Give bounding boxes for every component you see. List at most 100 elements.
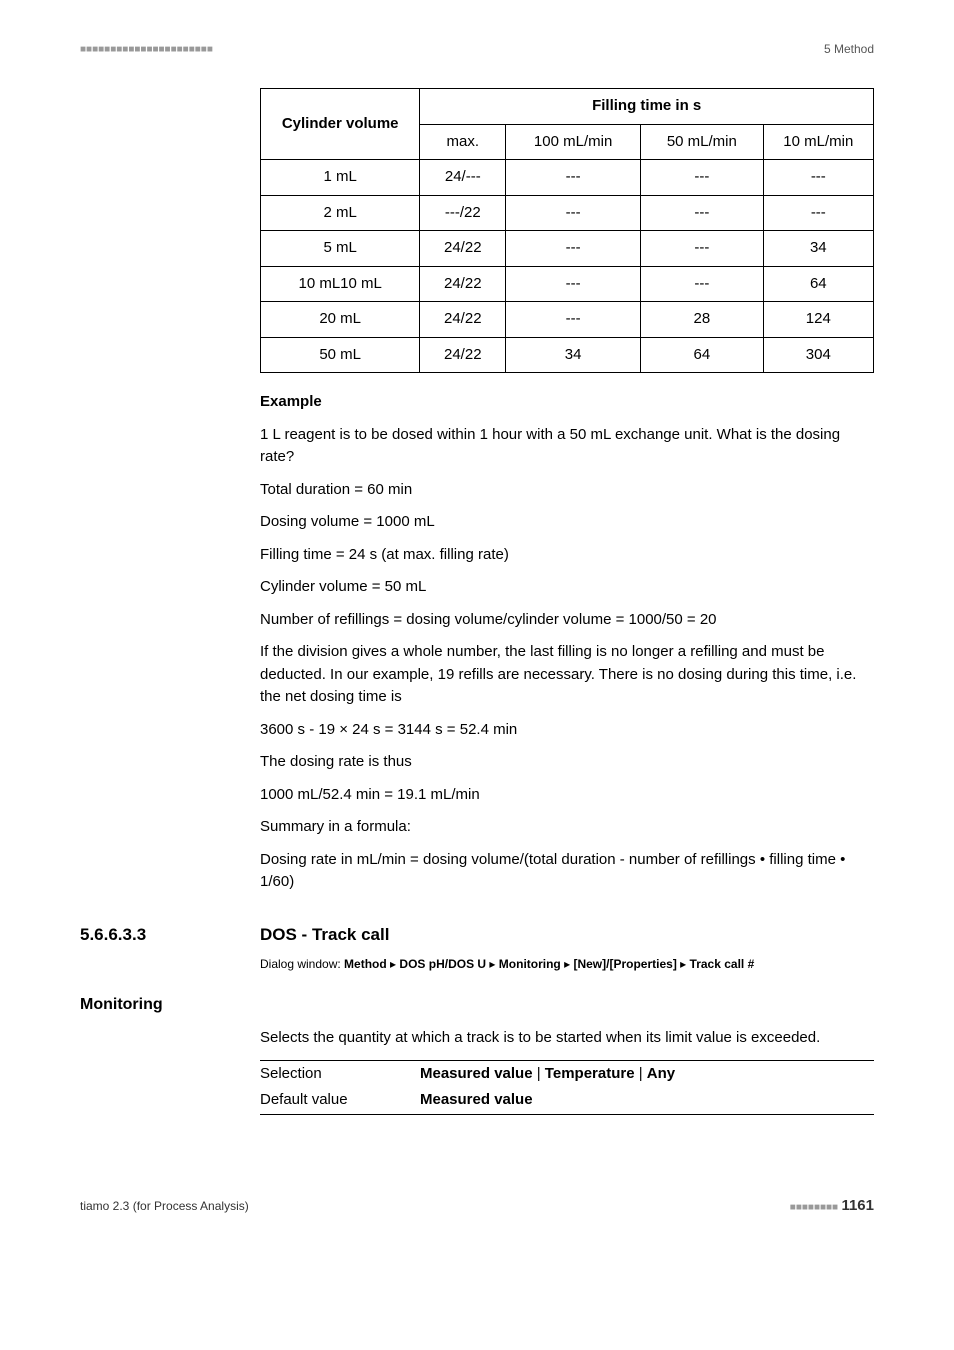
table-row: 1 mL24/------------ bbox=[261, 160, 874, 196]
example-line: Number of refillings = dosing volume/cyl… bbox=[260, 609, 874, 632]
dialog-separator: ▸ bbox=[387, 957, 400, 971]
section-content: Dialog window: Method ▸ DOS pH/DOS U ▸ M… bbox=[260, 955, 874, 973]
table-cell: --- bbox=[506, 231, 641, 267]
sub-header-cell: max. bbox=[420, 124, 506, 160]
sub-header-cell: 100 mL/min bbox=[506, 124, 641, 160]
table-cell: 2 mL bbox=[261, 195, 420, 231]
table-row: 10 mL10 mL24/22------64 bbox=[261, 266, 874, 302]
example-line: Summary in a formula: bbox=[260, 816, 874, 839]
dialog-part: [New]/[Properties] bbox=[573, 957, 676, 971]
table-cell: --- bbox=[641, 160, 764, 196]
example-line: Filling time = 24 s (at max. filling rat… bbox=[260, 544, 874, 567]
table-body: 1 mL24/------------2 mL---/22---------5 … bbox=[261, 160, 874, 373]
dialog-prefix: Dialog window: bbox=[260, 957, 344, 971]
page-root: ■■■■■■■■■■■■■■■■■■■■■■ 5 Method Cylinder… bbox=[0, 0, 954, 1277]
table-row: 20 mL24/22---28124 bbox=[261, 302, 874, 338]
example-line: Total duration = 60 min bbox=[260, 479, 874, 502]
selection-option: Measured value bbox=[420, 1065, 533, 1082]
example-heading: Example bbox=[260, 391, 874, 414]
page-footer: tiamo 2.3 (for Process Analysis) ■■■■■■■… bbox=[80, 1195, 874, 1218]
header-section-label: 5 Method bbox=[824, 40, 874, 58]
sub-header-cell: 50 mL/min bbox=[641, 124, 764, 160]
section-heading-row: 5.6.6.3.3 DOS - Track call bbox=[80, 922, 874, 948]
table-cell: --- bbox=[763, 160, 873, 196]
col-header-filling-time: Filling time in s bbox=[420, 89, 874, 125]
dialog-part: Monitoring bbox=[499, 957, 561, 971]
example-line: 1000 mL/52.4 min = 19.1 mL/min bbox=[260, 784, 874, 807]
table-row: 2 mL---/22--------- bbox=[261, 195, 874, 231]
example-line: Cylinder volume = 50 mL bbox=[260, 576, 874, 599]
table-cell: 304 bbox=[763, 337, 873, 373]
table-cell: 64 bbox=[763, 266, 873, 302]
selection-value: Measured value | Temperature | Any bbox=[420, 1063, 874, 1086]
table-cell: 24/22 bbox=[420, 302, 506, 338]
table-cell: 124 bbox=[763, 302, 873, 338]
dialog-separator: ▸ bbox=[677, 957, 690, 971]
table-cell: --- bbox=[506, 302, 641, 338]
example-line: Dosing volume = 1000 mL bbox=[260, 511, 874, 534]
table-cell: --- bbox=[506, 266, 641, 302]
example-line: 3600 s - 19 × 24 s = 3144 s = 52.4 min bbox=[260, 719, 874, 742]
content-block: Cylinder volume Filling time in s max.10… bbox=[260, 88, 874, 894]
table-cell: 24/22 bbox=[420, 266, 506, 302]
table-cell: 50 mL bbox=[261, 337, 420, 373]
dialog-separator: ▸ bbox=[486, 957, 499, 971]
table-cell: 5 mL bbox=[261, 231, 420, 267]
table-cell: --- bbox=[763, 195, 873, 231]
dialog-part: Method bbox=[344, 957, 387, 971]
table-cell: ---/22 bbox=[420, 195, 506, 231]
footer-right: ■■■■■■■■ 1161 bbox=[790, 1195, 874, 1218]
section-number: 5.6.6.3.3 bbox=[80, 925, 146, 944]
table-cell: --- bbox=[641, 266, 764, 302]
table-row: 5 mL24/22------34 bbox=[261, 231, 874, 267]
section-number-col: 5.6.6.3.3 bbox=[80, 922, 260, 948]
selection-row: Selection Measured value | Temperature |… bbox=[260, 1061, 874, 1088]
filling-time-table: Cylinder volume Filling time in s max.10… bbox=[260, 88, 874, 373]
monitoring-content: Selects the quantity at which a track is… bbox=[260, 1027, 874, 1115]
default-value: Measured value bbox=[420, 1089, 874, 1112]
table-cell: --- bbox=[506, 195, 641, 231]
table-cell: 24/--- bbox=[420, 160, 506, 196]
selection-separator: | bbox=[635, 1065, 647, 1082]
section-title: DOS - Track call bbox=[260, 925, 389, 944]
table-header-row-1: Cylinder volume Filling time in s bbox=[261, 89, 874, 125]
table-cell: 1 mL bbox=[261, 160, 420, 196]
default-value-text: Measured value bbox=[420, 1091, 533, 1108]
table-cell: 34 bbox=[506, 337, 641, 373]
monitoring-paragraph: Selects the quantity at which a track is… bbox=[260, 1027, 874, 1050]
table-cell: 24/22 bbox=[420, 337, 506, 373]
footer-rule: ■■■■■■■■ bbox=[790, 1202, 838, 1213]
table-cell: 64 bbox=[641, 337, 764, 373]
example-line: The dosing rate is thus bbox=[260, 751, 874, 774]
dialog-path: Dialog window: Method ▸ DOS pH/DOS U ▸ M… bbox=[260, 955, 874, 973]
footer-page-number: 1161 bbox=[841, 1197, 874, 1214]
footer-left: tiamo 2.3 (for Process Analysis) bbox=[80, 1197, 249, 1215]
dialog-part: DOS pH/DOS U bbox=[399, 957, 486, 971]
example-line: 1 L reagent is to be dosed within 1 hour… bbox=[260, 424, 874, 469]
table-cell: --- bbox=[641, 231, 764, 267]
table-cell: --- bbox=[506, 160, 641, 196]
selection-label: Selection bbox=[260, 1063, 420, 1086]
default-row: Default value Measured value bbox=[260, 1087, 874, 1114]
selection-option: Any bbox=[647, 1065, 675, 1082]
table-cell: 20 mL bbox=[261, 302, 420, 338]
default-label: Default value bbox=[260, 1089, 420, 1112]
example-line: Dosing rate in mL/min = dosing volume/(t… bbox=[260, 849, 874, 894]
sub-header-cell: 10 mL/min bbox=[763, 124, 873, 160]
table-cell: --- bbox=[641, 195, 764, 231]
section-title-col: DOS - Track call bbox=[260, 922, 389, 948]
dialog-separator: ▸ bbox=[561, 957, 574, 971]
table-head: Cylinder volume Filling time in s max.10… bbox=[261, 89, 874, 160]
dialog-part: Track call # bbox=[690, 957, 755, 971]
table-cell: 24/22 bbox=[420, 231, 506, 267]
table-cell: 10 mL10 mL bbox=[261, 266, 420, 302]
example-body: 1 L reagent is to be dosed within 1 hour… bbox=[260, 424, 874, 894]
table-row: 50 mL24/223464304 bbox=[261, 337, 874, 373]
monitoring-label: Monitoring bbox=[80, 993, 874, 1017]
selection-separator: | bbox=[533, 1065, 545, 1082]
table-cell: 28 bbox=[641, 302, 764, 338]
example-line: If the division gives a whole number, th… bbox=[260, 641, 874, 709]
table-cell: 34 bbox=[763, 231, 873, 267]
col-header-cylinder-volume: Cylinder volume bbox=[261, 89, 420, 160]
selection-option: Temperature bbox=[545, 1065, 635, 1082]
